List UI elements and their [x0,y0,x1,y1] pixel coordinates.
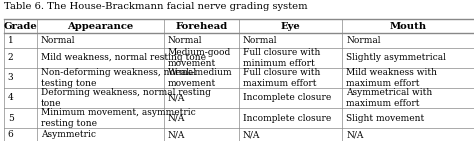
Text: Asymmetrical with
maximum effort: Asymmetrical with maximum effort [346,88,432,108]
Text: 3: 3 [8,73,13,82]
Text: N/A: N/A [168,93,185,103]
Text: Forehead: Forehead [175,22,228,31]
Text: Normal: Normal [346,36,381,45]
Text: Grade: Grade [4,22,37,31]
Text: Incomplete closure: Incomplete closure [243,93,331,103]
Text: Mild weakness, normal resting tone: Mild weakness, normal resting tone [41,53,206,62]
Text: Deforming weakness, normal resting
tone: Deforming weakness, normal resting tone [41,88,210,108]
Text: Full closure with
minimum effort: Full closure with minimum effort [243,48,320,68]
Text: Weak-medium
movement: Weak-medium movement [168,68,232,88]
Text: Incomplete closure: Incomplete closure [243,114,331,123]
Text: Full closure with
maximum effort: Full closure with maximum effort [243,68,320,88]
Text: Eye: Eye [281,22,301,31]
Text: Table 6. The House-Brackmann facial nerve grading system: Table 6. The House-Brackmann facial nerv… [4,2,308,11]
Text: Slightly asymmetrical: Slightly asymmetrical [346,53,446,62]
Text: 2: 2 [8,53,13,62]
Text: Normal: Normal [41,36,75,45]
Text: Medium-good
movement: Medium-good movement [168,48,231,68]
Text: 5: 5 [8,114,14,123]
Text: Minimum movement, asymmetric
resting tone: Minimum movement, asymmetric resting ton… [41,108,195,128]
Text: N/A: N/A [243,130,260,139]
Text: 6: 6 [8,130,14,139]
Text: Normal: Normal [243,36,277,45]
Text: Mouth: Mouth [390,22,427,31]
Text: Slight movement: Slight movement [346,114,424,123]
Text: Asymmetric: Asymmetric [41,130,96,139]
Text: Appearance: Appearance [67,22,134,31]
Text: Normal: Normal [168,36,202,45]
Text: N/A: N/A [168,130,185,139]
Text: Mild weakness with
maximum effort: Mild weakness with maximum effort [346,68,437,88]
Text: N/A: N/A [346,130,364,139]
Text: Non-deforming weakness, normal
testing tone: Non-deforming weakness, normal testing t… [41,68,196,88]
Text: 1: 1 [8,36,14,45]
Text: N/A: N/A [168,114,185,123]
Text: 4: 4 [8,93,14,103]
